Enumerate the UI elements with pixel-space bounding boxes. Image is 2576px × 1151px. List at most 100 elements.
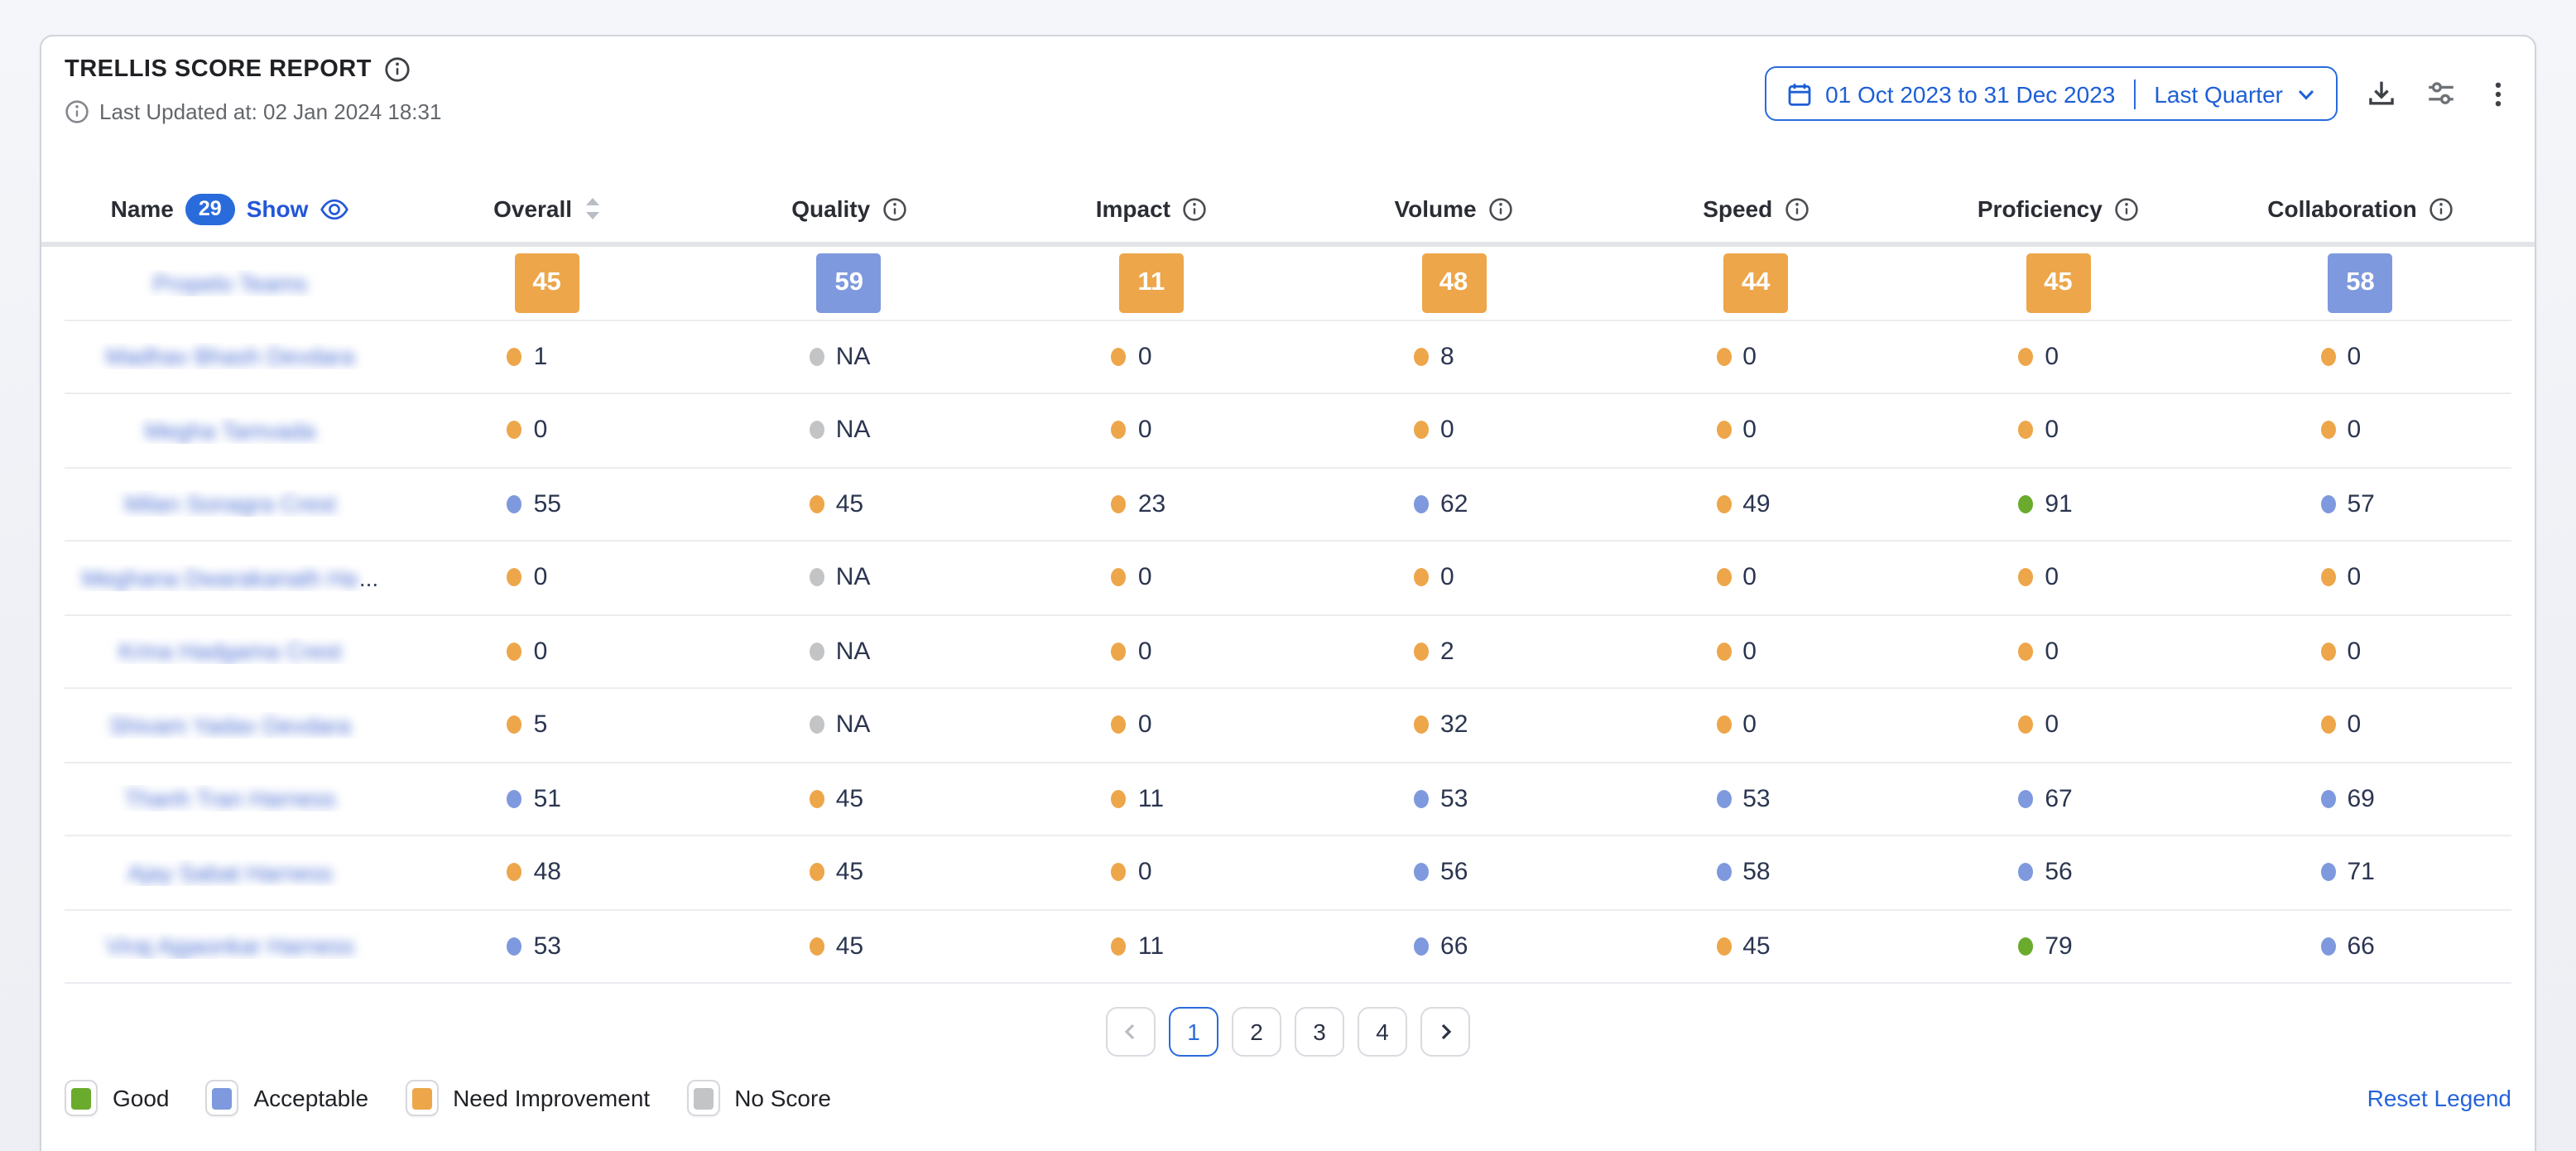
legend-item-need_improvement[interactable]: Need Improvement	[405, 1080, 650, 1116]
table-row: Madhav Bhash Devdara1NA08000	[65, 320, 2511, 394]
status-dot-need_improvement	[507, 421, 522, 440]
status-dot-good	[2018, 495, 2033, 513]
pagination-page-2[interactable]: 2	[1232, 1007, 1281, 1057]
row-name-cell: Meghana Dwarakanath Ha...	[65, 565, 396, 591]
score-cell: 56	[1302, 859, 1604, 887]
eye-icon[interactable]	[320, 196, 349, 221]
score-value-group: 51	[507, 785, 587, 813]
score-value: 49	[1742, 490, 1770, 518]
score-value: 58	[1742, 859, 1770, 887]
legend-item-no_score[interactable]: No Score	[686, 1080, 831, 1116]
last-updated-info-icon[interactable]	[65, 99, 89, 124]
page-title: TRELLIS SCORE REPORT	[65, 56, 372, 83]
column-header-overall[interactable]: Overall	[396, 195, 698, 222]
row-name-link[interactable]: Thanh Tran Harness	[124, 786, 335, 812]
team-score-cell: 59	[698, 253, 1000, 313]
info-icon[interactable]	[882, 196, 906, 221]
toolbar: 01 Oct 2023 to 31 Dec 2023 Last Quarter	[1764, 66, 2511, 121]
score-value: NA	[836, 564, 871, 592]
report-info-icon[interactable]	[385, 56, 411, 83]
row-name-link[interactable]: Propelo Teams	[153, 270, 307, 296]
score-value-group: 0	[1112, 417, 1191, 445]
score-value: 53	[1440, 785, 1468, 813]
score-cell: 0	[396, 638, 698, 666]
pagination-prev-button[interactable]	[1106, 1007, 1156, 1057]
status-dot-acceptable	[2018, 790, 2033, 808]
row-name-link[interactable]: Madhav Bhash Devdara	[106, 344, 354, 370]
status-dot-acceptable	[2321, 495, 2336, 513]
row-name-link[interactable]: Shivam Yadav Devdara	[109, 712, 351, 739]
sort-icon[interactable]	[584, 195, 600, 222]
score-value: 62	[1440, 490, 1468, 518]
score-value-group: 0	[1716, 638, 1795, 666]
score-value-group: 56	[1414, 859, 1493, 887]
score-value: 66	[2348, 932, 2375, 961]
status-dot-need_improvement	[1716, 421, 1731, 440]
score-value-group: 11	[1112, 932, 1191, 961]
score-chip: 44	[1723, 253, 1788, 313]
score-value: 0	[1440, 417, 1454, 445]
download-button[interactable]	[2366, 78, 2397, 109]
score-cell: 0	[2209, 343, 2511, 371]
score-legend: Good Acceptable Need Improvement No Score	[65, 1080, 831, 1116]
score-value: 45	[836, 859, 863, 887]
score-cell: 0	[1907, 711, 2209, 739]
table-settings-button[interactable]	[2425, 78, 2457, 109]
status-dot-need_improvement	[1112, 790, 1127, 808]
row-name-cell: Madhav Bhash Devdara	[65, 344, 396, 370]
row-name-cell: Shivam Yadav Devdara	[65, 712, 396, 739]
row-name-link[interactable]: Meghana Dwarakanath Ha	[82, 565, 358, 591]
info-icon[interactable]	[2114, 196, 2139, 221]
row-name-link[interactable]: Megha Tamvada	[145, 417, 316, 444]
score-cell: 0	[1605, 564, 1907, 592]
pagination-page-3[interactable]: 3	[1295, 1007, 1344, 1057]
score-value: 0	[2348, 417, 2362, 445]
score-value: 57	[2348, 490, 2375, 518]
status-dot-need_improvement	[507, 348, 522, 366]
row-name-link[interactable]: Ajay Sabat Harness	[127, 860, 332, 886]
score-value-group: 71	[2321, 859, 2401, 887]
score-cell: 0	[1302, 564, 1604, 592]
status-dot-need_improvement	[1112, 937, 1127, 956]
info-icon[interactable]	[2429, 196, 2453, 221]
score-value-group: 45	[810, 490, 889, 518]
pagination-next-button[interactable]	[1420, 1007, 1470, 1057]
row-name-link[interactable]: Krina Hadgama Crest	[118, 638, 341, 665]
score-value: NA	[836, 711, 871, 739]
score-value: 0	[1138, 417, 1152, 445]
row-name-cell: Ajay Sabat Harness	[65, 860, 396, 886]
info-icon[interactable]	[1182, 196, 1207, 221]
legend-item-good[interactable]: Good	[65, 1080, 170, 1116]
info-icon[interactable]	[1784, 196, 1809, 221]
score-chip: 45	[2026, 253, 2090, 313]
score-value: 0	[1138, 859, 1152, 887]
score-value-group: 49	[1716, 490, 1795, 518]
more-options-button[interactable]	[2485, 79, 2511, 108]
score-value: 0	[2348, 711, 2362, 739]
score-value: 0	[2045, 564, 2059, 592]
score-cell: 0	[1907, 417, 2209, 445]
status-dot-no_score	[810, 716, 824, 734]
legend-item-acceptable[interactable]: Acceptable	[206, 1080, 369, 1116]
score-value-group: 0	[2018, 343, 2098, 371]
score-value: 0	[2348, 343, 2362, 371]
score-value-group: 0	[2321, 638, 2401, 666]
download-icon	[2366, 78, 2397, 109]
score-value-group: 56	[2018, 859, 2098, 887]
status-dot-need_improvement	[810, 790, 824, 808]
status-dot-need_improvement	[1716, 495, 1731, 513]
score-value: 0	[534, 638, 548, 666]
column-header-name: Name 29 Show	[65, 193, 396, 224]
info-icon[interactable]	[1488, 196, 1513, 221]
show-names-toggle[interactable]: Show	[247, 195, 309, 222]
report-card: TRELLIS SCORE REPORT Last Updated at: 02…	[40, 35, 2536, 1151]
row-name-link[interactable]: Viraj Ajgaonkar Harness	[106, 933, 354, 960]
pagination: 1234	[65, 1007, 2511, 1057]
reset-legend-link[interactable]: Reset Legend	[2367, 1085, 2511, 1111]
row-name-link[interactable]: Milan Sonagra Crest	[124, 491, 335, 518]
score-value: 5	[534, 711, 548, 739]
date-range-picker[interactable]: 01 Oct 2023 to 31 Dec 2023 Last Quarter	[1764, 66, 2338, 121]
row-name-cell: Krina Hadgama Crest	[65, 638, 396, 665]
pagination-page-4[interactable]: 4	[1358, 1007, 1407, 1057]
pagination-page-1[interactable]: 1	[1169, 1007, 1218, 1057]
